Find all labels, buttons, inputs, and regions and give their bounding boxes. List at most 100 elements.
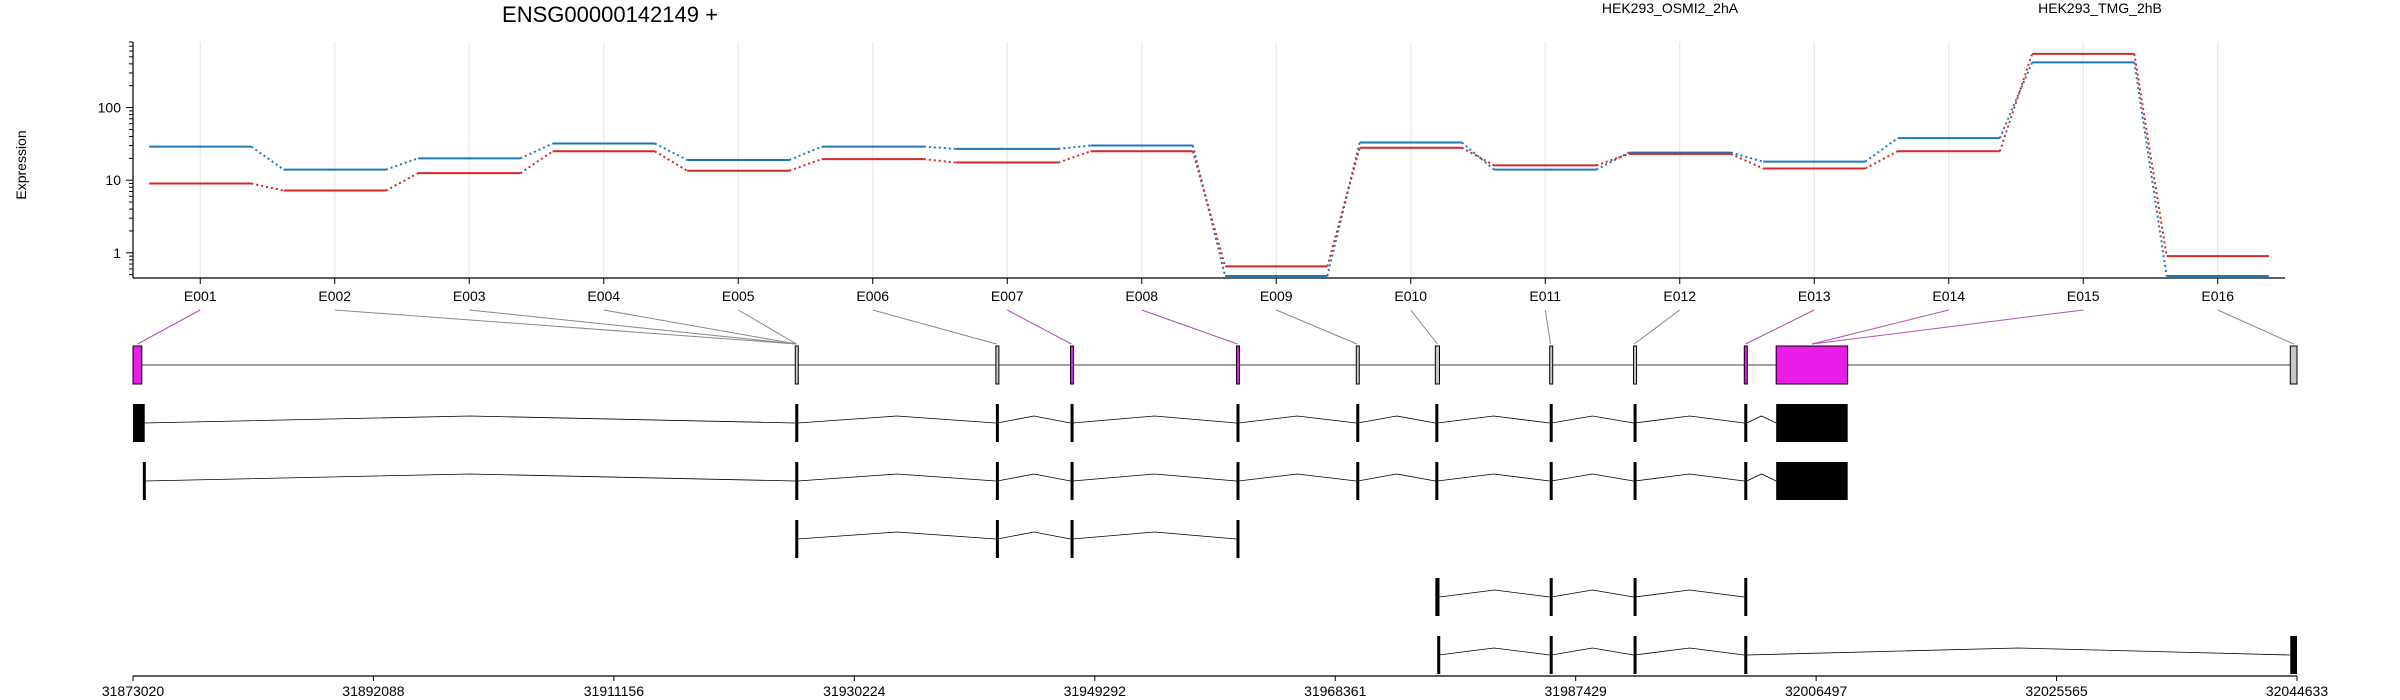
x-tick-label: E001 [184, 288, 217, 304]
intron-line [1438, 647, 1550, 656]
transcript-exon [133, 404, 145, 442]
transcript-exon [1236, 404, 1240, 442]
intron-line [1634, 415, 1745, 424]
series-connector [1864, 150, 1899, 170]
intron-line [144, 473, 796, 482]
transcript [133, 404, 1848, 442]
x-tick-label: E005 [722, 288, 755, 304]
meta-exon [1235, 345, 1240, 385]
transcript-exon [1437, 636, 1441, 674]
intron-line [1439, 589, 1550, 598]
genome-tick-label: 32044633 [2266, 683, 2329, 699]
meta-exon [794, 345, 799, 385]
legend-series-1: HEK293_OSMI2_2hA [1602, 0, 1739, 16]
exon-link-line [737, 309, 797, 345]
exon-link-line [872, 309, 997, 345]
x-tick-label: E013 [1798, 288, 1831, 304]
meta-exon [995, 345, 1000, 385]
exon-link-line [1745, 309, 1815, 345]
intron-line [1238, 415, 1357, 424]
genome-tick-label: 31968361 [1304, 683, 1367, 699]
exon-link-line [1811, 309, 2084, 345]
transcript-exon [1744, 462, 1748, 500]
transcript-exon [995, 520, 999, 558]
x-tick-label: E011 [1529, 288, 1561, 304]
intron-line [797, 531, 996, 540]
intron-line [797, 473, 996, 482]
intron-line [1238, 473, 1357, 482]
exon-link-line [2217, 309, 2294, 345]
transcript-exon [995, 462, 999, 500]
exon-link-line [1811, 309, 1949, 345]
transcript [1435, 578, 1748, 616]
transcript-exon [795, 462, 799, 500]
genome-tick-label: 32025565 [2025, 683, 2088, 699]
y-tick-label: 1 [113, 245, 121, 261]
transcript [1437, 636, 2297, 674]
intron-line [1437, 473, 1550, 482]
expression-plot: 1 10 100 E001 E002 E003 E004 E005 E006 E007 E008 E0… [98, 41, 2285, 304]
intron-line [997, 473, 1071, 482]
exon-link-line [603, 309, 797, 345]
genome-tick-label: 31930224 [823, 683, 886, 699]
transcript-exon [795, 404, 799, 442]
transcript-exon [1744, 636, 1748, 674]
intron-line [1072, 473, 1237, 482]
transcript-exon [1776, 404, 1848, 442]
x-tick-label: E004 [587, 288, 620, 304]
transcript-exon [795, 520, 799, 558]
series-connector [519, 142, 554, 160]
intron-line [1357, 473, 1436, 482]
series-connector [1058, 144, 1091, 150]
chart-title: ENSG00000142149 + [502, 2, 718, 27]
legend-series-2: HEK293_TMG_2hB [2038, 0, 2162, 16]
gene-model [132, 345, 2298, 674]
series-connector [1058, 150, 1091, 164]
transcript-exon [1070, 520, 1074, 558]
genome-tick-label: 31949292 [1064, 683, 1127, 699]
series-connector [654, 142, 688, 161]
transcript-exon [1356, 404, 1360, 442]
exon-link-line [469, 309, 797, 345]
series-connector [788, 145, 823, 161]
genome-tick-label: 31987429 [1545, 683, 1608, 699]
intron-line [997, 531, 1071, 540]
transcript-exon [1776, 462, 1848, 500]
meta-exon [1070, 345, 1075, 385]
genome-tick-label: 31911156 [584, 683, 644, 699]
series-connector [250, 145, 285, 171]
series-connector [1998, 61, 2034, 139]
series-connector [1595, 151, 1630, 171]
transcript-exon [1236, 520, 1240, 558]
transcript-exon [1633, 462, 1637, 500]
intron-line [1072, 415, 1237, 424]
transcript-exon [142, 462, 146, 500]
intron-line [997, 415, 1071, 424]
transcript [142, 462, 1848, 500]
intron-line [1746, 647, 2291, 656]
intron-line [1634, 647, 1745, 656]
meta-exon [1549, 345, 1554, 385]
exon-link-line [1633, 309, 1681, 345]
intron-line [1357, 415, 1436, 424]
transcript-exon [1435, 462, 1439, 500]
x-tick-label: E007 [991, 288, 1024, 304]
meta-exon [132, 345, 143, 385]
series-connector [385, 157, 419, 171]
transcript-exon [1236, 462, 1240, 500]
series-connector [923, 145, 957, 150]
series-connector [789, 158, 822, 172]
exon-link-line [1007, 309, 1072, 345]
transcript-exon [1070, 462, 1074, 500]
transcript-exon [1435, 404, 1439, 442]
intron-line [1437, 415, 1550, 424]
intron-line [1551, 473, 1634, 482]
x-tick-label: E009 [1260, 288, 1293, 304]
exon-link-line [1276, 309, 1358, 345]
series-connector [1998, 53, 2034, 152]
intron-line [1634, 589, 1745, 598]
transcript-exon [995, 404, 999, 442]
meta-exon [1743, 345, 1748, 385]
y-tick-label: 10 [105, 172, 121, 188]
series-connector [1730, 151, 1764, 163]
